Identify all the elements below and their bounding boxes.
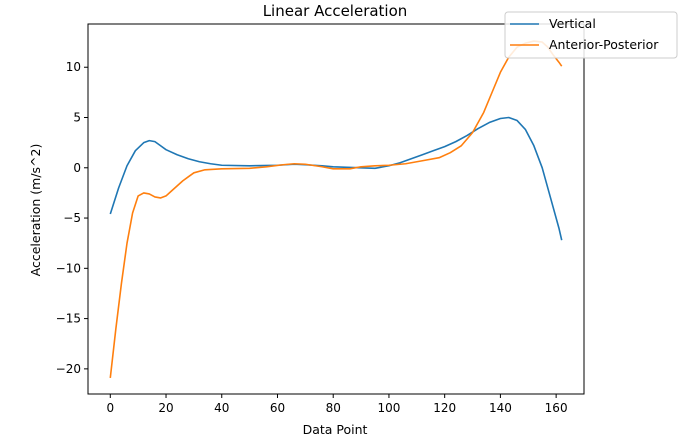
x-tick-label: 100	[377, 401, 400, 415]
y-tick-label: 5	[73, 111, 81, 125]
y-tick-label: −20	[56, 362, 81, 376]
y-tick-label: −5	[63, 211, 81, 225]
y-tick-label: 0	[73, 161, 81, 175]
x-tick-label: 140	[489, 401, 512, 415]
x-tick-label: 0	[106, 401, 114, 415]
plot-area	[87, 23, 585, 395]
x-tick-label: 80	[326, 401, 341, 415]
x-tick-label: 60	[270, 401, 285, 415]
y-axis: −20 −15 −10 −5 0 5 10	[56, 60, 88, 376]
x-tick-label: 20	[158, 401, 173, 415]
x-tick-label: 40	[214, 401, 229, 415]
series-line-anterior-posterior	[109, 40, 563, 379]
y-tick-label: 10	[66, 60, 81, 74]
y-axis-label: Acceleration (m/s^2)	[28, 144, 43, 277]
x-tick-label: 160	[545, 401, 568, 415]
x-axis: 0 20 40 60 80 100 120 140 160	[106, 394, 568, 415]
series-line-vertical	[109, 116, 563, 241]
legend-label: Vertical	[549, 16, 596, 31]
chart-title: Linear Acceleration	[263, 2, 408, 20]
plot-frame	[87, 23, 585, 395]
x-axis-label: Data Point	[303, 422, 368, 437]
legend-label: Anterior-Posterior	[549, 37, 659, 52]
x-tick-label: 120	[433, 401, 456, 415]
y-tick-label: −10	[56, 261, 81, 275]
legend: Vertical Anterior-Posterior	[504, 11, 678, 59]
y-tick-label: −15	[56, 312, 81, 326]
legend-box	[504, 11, 678, 59]
